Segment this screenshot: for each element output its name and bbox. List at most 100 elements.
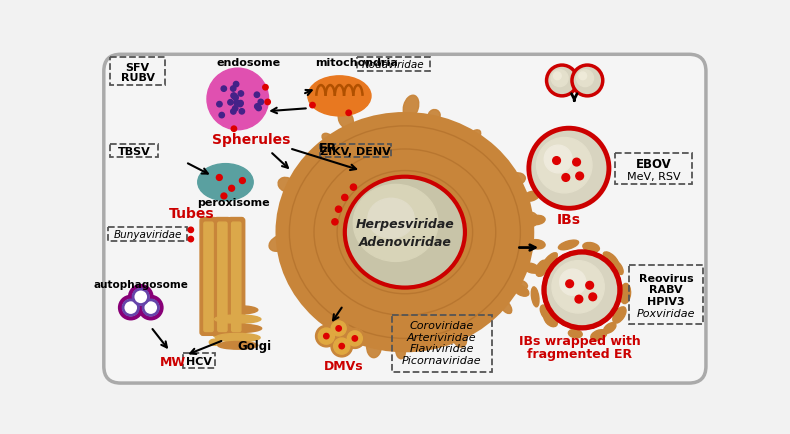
- Ellipse shape: [220, 314, 228, 318]
- Text: ZIKV, DENV: ZIKV, DENV: [320, 146, 391, 156]
- Circle shape: [258, 100, 264, 105]
- Ellipse shape: [344, 178, 465, 288]
- Ellipse shape: [209, 309, 220, 315]
- Ellipse shape: [591, 330, 607, 341]
- Circle shape: [254, 105, 260, 110]
- Ellipse shape: [604, 252, 619, 267]
- Circle shape: [344, 329, 365, 349]
- Circle shape: [559, 270, 586, 296]
- FancyBboxPatch shape: [103, 55, 706, 383]
- Text: Picornaviridae: Picornaviridae: [402, 355, 482, 365]
- Circle shape: [351, 184, 356, 191]
- Circle shape: [120, 297, 141, 319]
- Circle shape: [339, 344, 344, 349]
- Ellipse shape: [453, 332, 467, 347]
- Circle shape: [547, 66, 577, 97]
- Ellipse shape: [308, 77, 371, 117]
- Text: TBSV: TBSV: [118, 146, 150, 156]
- Circle shape: [573, 159, 581, 167]
- Circle shape: [551, 70, 568, 87]
- Circle shape: [577, 70, 593, 87]
- Circle shape: [529, 129, 609, 209]
- Circle shape: [238, 102, 243, 108]
- FancyBboxPatch shape: [204, 223, 213, 332]
- FancyBboxPatch shape: [228, 218, 245, 335]
- Text: HPIV3: HPIV3: [647, 296, 685, 306]
- Ellipse shape: [532, 287, 539, 307]
- Ellipse shape: [285, 121, 525, 344]
- Ellipse shape: [467, 131, 480, 144]
- Circle shape: [239, 109, 245, 115]
- Circle shape: [228, 186, 235, 192]
- Ellipse shape: [536, 260, 548, 277]
- Ellipse shape: [543, 253, 557, 268]
- Ellipse shape: [509, 279, 528, 290]
- Text: Coroviridae: Coroviridae: [410, 321, 474, 331]
- Ellipse shape: [329, 319, 344, 339]
- Ellipse shape: [604, 323, 616, 333]
- Circle shape: [232, 106, 238, 112]
- Ellipse shape: [529, 240, 545, 250]
- Text: peroxisome: peroxisome: [197, 197, 269, 207]
- Circle shape: [553, 158, 560, 165]
- Text: ER: ER: [319, 141, 337, 155]
- Circle shape: [566, 280, 574, 288]
- Ellipse shape: [338, 111, 353, 130]
- Ellipse shape: [198, 164, 253, 201]
- Circle shape: [265, 100, 270, 105]
- Text: Arteriviridae: Arteriviridae: [407, 332, 476, 342]
- Text: Golgi: Golgi: [238, 339, 272, 352]
- Circle shape: [231, 87, 236, 92]
- Circle shape: [331, 321, 346, 336]
- Ellipse shape: [540, 305, 554, 322]
- Ellipse shape: [514, 285, 529, 296]
- Text: Tubes: Tubes: [169, 207, 214, 220]
- Circle shape: [219, 113, 224, 118]
- Ellipse shape: [215, 316, 225, 322]
- Circle shape: [332, 219, 338, 225]
- Ellipse shape: [218, 342, 258, 349]
- Circle shape: [207, 69, 269, 131]
- Circle shape: [575, 296, 583, 303]
- Circle shape: [336, 207, 341, 213]
- Text: RUBV: RUBV: [121, 72, 155, 82]
- Circle shape: [348, 331, 363, 346]
- Circle shape: [256, 106, 261, 112]
- Text: DMVs: DMVs: [323, 359, 363, 372]
- Circle shape: [188, 227, 194, 233]
- FancyBboxPatch shape: [218, 223, 227, 332]
- Circle shape: [544, 146, 572, 174]
- Ellipse shape: [288, 267, 307, 280]
- Circle shape: [572, 66, 603, 97]
- Ellipse shape: [220, 335, 228, 338]
- FancyBboxPatch shape: [214, 218, 231, 335]
- Text: SFV: SFV: [126, 62, 150, 72]
- Circle shape: [221, 194, 227, 200]
- Ellipse shape: [214, 325, 261, 333]
- Ellipse shape: [353, 185, 438, 262]
- Circle shape: [562, 174, 570, 182]
- Circle shape: [133, 289, 149, 305]
- Circle shape: [254, 93, 260, 98]
- Circle shape: [324, 334, 329, 339]
- Ellipse shape: [215, 315, 261, 324]
- Circle shape: [589, 293, 596, 301]
- Ellipse shape: [498, 299, 512, 314]
- Text: MeV, RSV: MeV, RSV: [626, 171, 680, 181]
- Circle shape: [234, 101, 239, 106]
- Circle shape: [143, 300, 159, 316]
- Ellipse shape: [209, 324, 220, 330]
- Circle shape: [544, 253, 619, 328]
- Ellipse shape: [213, 332, 224, 338]
- Circle shape: [239, 178, 246, 184]
- Circle shape: [315, 326, 337, 347]
- Circle shape: [554, 73, 561, 80]
- FancyBboxPatch shape: [200, 218, 217, 335]
- Circle shape: [216, 175, 222, 181]
- Ellipse shape: [223, 324, 230, 328]
- Text: fragmented ER: fragmented ER: [527, 347, 632, 360]
- Circle shape: [331, 335, 352, 357]
- Circle shape: [239, 92, 243, 97]
- Circle shape: [329, 319, 348, 339]
- Circle shape: [310, 103, 315, 108]
